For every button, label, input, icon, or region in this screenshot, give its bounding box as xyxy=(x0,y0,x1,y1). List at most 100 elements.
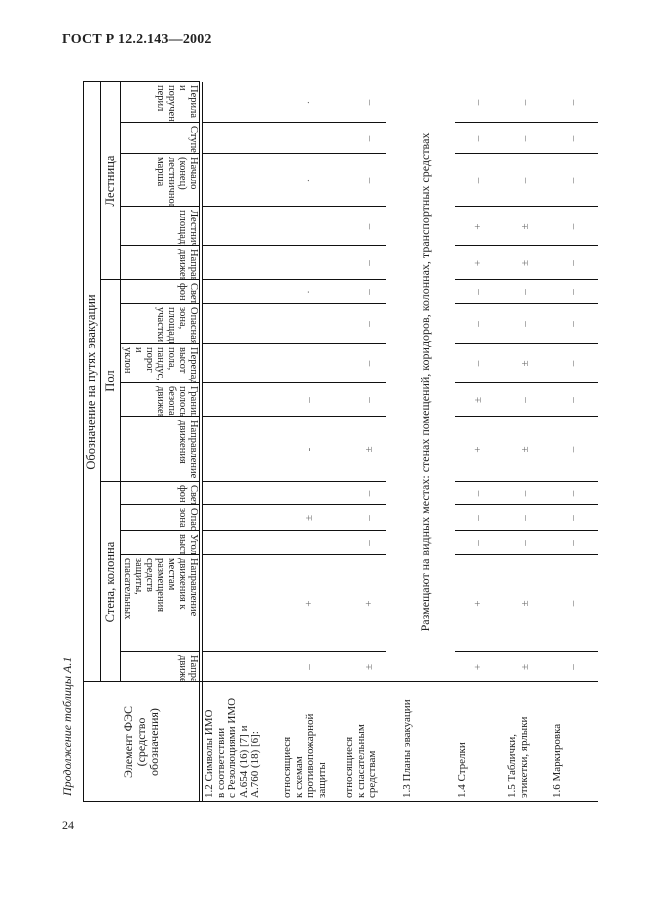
table-rule xyxy=(200,681,598,682)
table-cell: – xyxy=(362,177,375,184)
table-cell: – xyxy=(362,397,375,403)
table-cell: – xyxy=(519,515,531,521)
table-cell xyxy=(200,531,278,555)
table-cell xyxy=(200,154,278,207)
table-cell: + xyxy=(302,600,315,607)
row-label: относящиеся к спасательным средствам xyxy=(343,724,378,798)
table-cell xyxy=(200,417,278,482)
table-rule xyxy=(120,153,200,154)
table-cell: – xyxy=(362,260,375,266)
table-cell xyxy=(200,383,278,417)
table-caption: Продолжение таблицы А.1 xyxy=(60,656,74,796)
table-cell: + xyxy=(471,663,484,671)
table-cell: – xyxy=(519,397,531,403)
table-cell: – xyxy=(519,540,531,546)
table-cell: + xyxy=(471,223,484,230)
table-rule xyxy=(120,481,200,482)
table-cell: – xyxy=(566,664,579,670)
table-cell: – xyxy=(566,260,579,266)
table-cell: – xyxy=(471,177,484,184)
column-header-label: Направление движения xyxy=(177,655,199,682)
table-rule xyxy=(100,481,120,482)
table-cell: – xyxy=(566,135,579,142)
table-rule xyxy=(120,651,200,652)
column-header: Граница полосы безопасного движения xyxy=(120,383,200,417)
column-header-label: Ступень xyxy=(188,126,199,154)
table-cell: – xyxy=(471,360,484,367)
table-rule xyxy=(202,530,386,531)
table-rule xyxy=(202,416,386,417)
column-header: Световой фон xyxy=(120,280,200,304)
table-cell xyxy=(200,505,278,531)
table-rule xyxy=(202,122,386,123)
table-cell: – xyxy=(566,99,579,106)
table-rule xyxy=(199,82,200,802)
table-cell xyxy=(200,82,278,123)
table-cell: · xyxy=(302,178,315,183)
table-rule xyxy=(455,122,598,123)
column-header-label: Световой фон xyxy=(177,485,199,505)
column-header-label: Направление движения xyxy=(177,249,199,280)
table-rule xyxy=(202,206,386,207)
table-cell: + xyxy=(471,446,484,453)
table-rule xyxy=(455,416,598,417)
table-rule xyxy=(202,279,386,280)
column-header: Направление движения xyxy=(120,246,200,280)
table-cell xyxy=(200,482,278,505)
row-label: 1.3 Планы эвакуации xyxy=(401,699,413,798)
group-header: Пол xyxy=(102,370,117,392)
top-header: Обозначение на путях эвакуации xyxy=(84,294,98,470)
row-label: относящиеся к схемам противопожарной защ… xyxy=(281,713,328,798)
table-cell: ± xyxy=(302,514,315,522)
table-cell: – xyxy=(566,540,579,546)
table-cell xyxy=(278,482,340,505)
column-header: Направление движения к местам размещения… xyxy=(120,555,200,652)
table-cell xyxy=(278,344,340,383)
table-cell: – xyxy=(362,99,375,106)
column-header: Ступень xyxy=(120,123,200,154)
table-cell: – xyxy=(302,397,315,403)
table-rule xyxy=(455,530,598,531)
column-header-label: Опасная зона, площади, участки xyxy=(155,307,199,344)
column-header-label: Перила и поручень перил xyxy=(155,85,199,123)
column-header: Направление движения xyxy=(120,417,200,482)
table-rule xyxy=(455,481,598,482)
page-number: 24 xyxy=(62,818,74,832)
column-header: Перепад высот пола, пандус, порог и укло… xyxy=(120,344,200,383)
table-cell: · xyxy=(302,100,315,105)
column-header: Световой фон xyxy=(120,482,200,505)
column-header: Опасная зона xyxy=(120,505,200,531)
table-cell: – xyxy=(471,289,484,295)
table-rule xyxy=(83,801,598,802)
table-cell xyxy=(278,123,340,154)
table-cell: + xyxy=(471,259,484,267)
group-header: Лестница xyxy=(102,155,117,207)
table-rule xyxy=(120,303,200,304)
table-cell: – xyxy=(566,515,579,521)
table-cell: – xyxy=(566,177,579,184)
table-cell: – xyxy=(471,135,484,142)
table-rule xyxy=(455,206,598,207)
table-cell: – xyxy=(519,99,531,106)
column-header-label: Граница полосы безопасного движения xyxy=(155,386,199,417)
table-cell: · xyxy=(302,290,315,294)
table-rule xyxy=(455,651,598,652)
table-cell: – xyxy=(566,600,579,607)
column-header-label: Лестничная площадка xyxy=(177,210,199,246)
table-cell: + xyxy=(362,600,375,607)
table-rule xyxy=(120,206,200,207)
table-cell: ± xyxy=(471,396,484,404)
table-rule xyxy=(455,245,598,246)
table-cell: – xyxy=(471,515,484,521)
table-cell: ± xyxy=(362,446,375,453)
table-cell: – xyxy=(566,289,579,295)
column-header-label: Направление движения к местам размещения… xyxy=(120,558,199,620)
table-cell: – xyxy=(566,397,579,403)
table-rule xyxy=(202,651,386,652)
table-rule xyxy=(120,504,200,505)
table-cell: – xyxy=(566,321,579,327)
column-header: Начало (конец) лестничного марша xyxy=(120,154,200,207)
column-header: Угол, выступ xyxy=(120,531,200,555)
table-rule xyxy=(120,122,200,123)
table-rule xyxy=(120,245,200,246)
